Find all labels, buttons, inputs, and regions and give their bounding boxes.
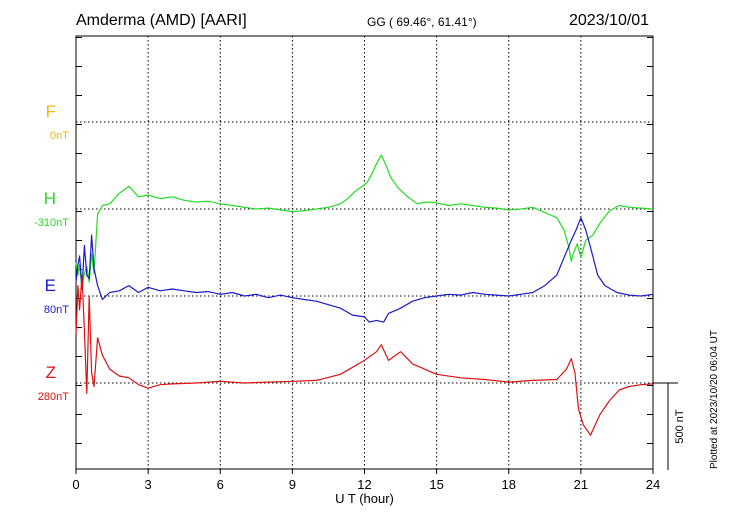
trace-e [75,217,654,323]
trace-h [75,154,654,290]
scale-bar-label: 500 nT [674,409,686,444]
plotted-timestamp: Plotted at 2023/10/20 06:04 UT [709,330,720,469]
x-tick-label: 15 [429,477,443,492]
scale-bar: 500 nT [653,382,686,470]
x-axis-label: U T (hour) [335,491,394,506]
x-tick-label: 0 [72,477,79,492]
channel-baseline-z: 280nT [38,391,69,403]
x-tick-label: 6 [217,477,224,492]
x-tick-label: 24 [646,477,660,492]
x-tick-label: 9 [289,477,296,492]
x-tick-label: 12 [357,477,371,492]
channel-name-e: E [45,276,56,295]
x-tick-label: 18 [502,477,516,492]
station-title: Amderma (AMD) [AARI] [76,12,247,29]
x-axis: 0 3 6 9 12 15 18 21 24 U T (hour) [72,469,660,506]
plot-date: 2023/10/01 [569,12,650,29]
channel-name-h: H [44,189,56,208]
channel-labels: F 0nT H -310nT E 80nT Z 280nT [34,102,69,403]
channel-baseline-h: -310nT [34,217,69,229]
geographic-coordinates: GG ( 69.46°, 61.41°) [367,15,477,29]
x-tick-label: 3 [145,477,152,492]
trace-layer [75,154,654,436]
channel-baseline-f: 0nT [50,130,69,142]
trace-z [75,274,654,436]
grid-lines [76,36,653,469]
channel-name-f: F [46,102,56,121]
x-tick-label: 21 [574,477,588,492]
channel-name-z: Z [46,363,56,382]
channel-baseline-e: 80nT [44,304,69,316]
